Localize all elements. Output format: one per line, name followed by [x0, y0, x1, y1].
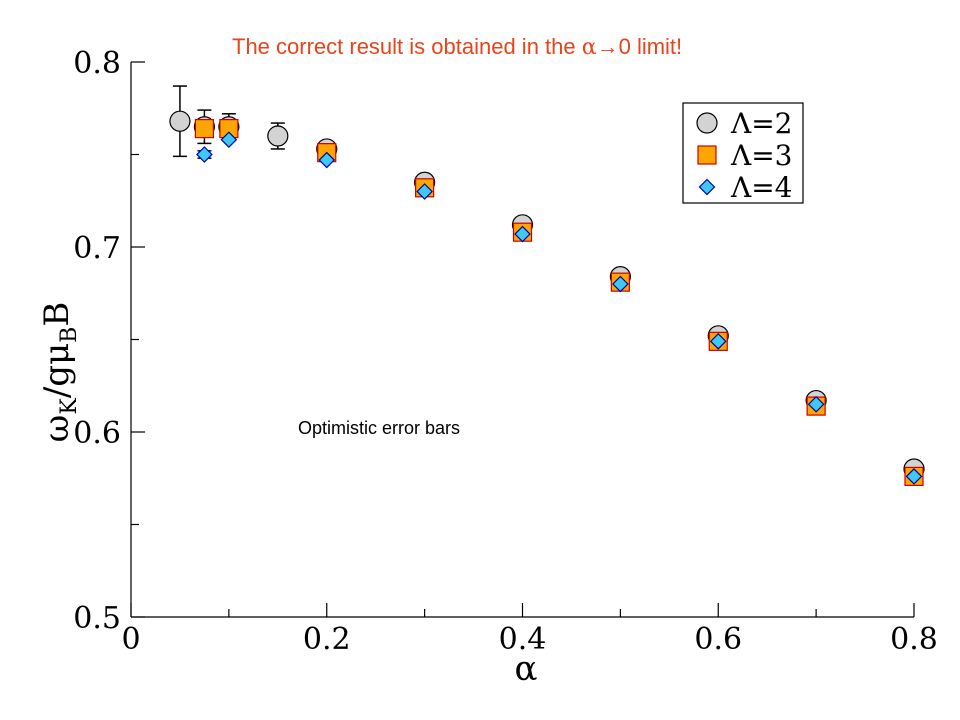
- y-tick-label: 0.6: [73, 416, 121, 451]
- x-tick-label: 0.8: [890, 622, 938, 657]
- data-point-diamond: [220, 131, 238, 149]
- svg-text:ωK/gμBB: ωK/gμBB: [37, 302, 82, 443]
- data-marks: [169, 110, 925, 486]
- legend: Λ=2Λ=3Λ=4: [682, 102, 804, 204]
- y-label-mid: /gμ: [37, 343, 77, 398]
- y-label-sub-k: K: [57, 398, 82, 415]
- banner-prefix: The correct result is obtained in the: [232, 34, 582, 59]
- y-label-sub-b: B: [57, 327, 82, 343]
- data-point-diamond: [318, 151, 336, 169]
- data-point-diamond: [709, 333, 727, 350]
- legend-entry: Λ=2: [696, 107, 793, 140]
- legend-entry: Λ=4: [698, 171, 793, 204]
- data-point-diamond: [514, 225, 531, 243]
- legend-marker-diamond: [698, 178, 716, 196]
- data-point-circle: [267, 125, 289, 147]
- x-axis-label: α: [515, 649, 538, 689]
- x-tick-label: 0.2: [303, 622, 351, 657]
- y-label-omega: ω: [37, 415, 77, 443]
- x-tick-label: 0: [121, 622, 140, 657]
- y-tick-label: 0.5: [73, 601, 121, 636]
- data-point-square: [194, 118, 215, 139]
- x-tick-label: 0.6: [694, 622, 742, 657]
- data-point-diamond: [612, 275, 629, 293]
- data-point-diamond: [905, 468, 923, 485]
- legend-label: Λ=2: [730, 107, 793, 140]
- y-tick-label: 0.8: [73, 46, 121, 81]
- x-tick-label: 0.4: [499, 622, 547, 657]
- y-label-end: B: [37, 302, 77, 327]
- data-point-circle: [169, 110, 191, 132]
- tick-labels: 0 0.2 0.4 0.6 0.8 0.5 0.6 0.7 0.8: [73, 46, 938, 657]
- data-point-diamond: [416, 183, 433, 200]
- banner-title: The correct result is obtained in the α→…: [232, 34, 872, 60]
- y-axis-label: ωK/gμBB: [37, 302, 82, 443]
- data-point-diamond: [807, 395, 825, 413]
- y-tick-label: 0.7: [73, 231, 121, 266]
- legend-label: Λ=3: [730, 139, 793, 172]
- legend-marker-circle: [696, 112, 718, 134]
- banner-suffix: →0 limit!: [596, 34, 683, 59]
- legend-marker-square: [697, 145, 717, 165]
- legend-label: Λ=4: [730, 171, 793, 204]
- data-point-diamond: [196, 146, 213, 163]
- banner-alpha: α: [581, 35, 597, 60]
- legend-entry: Λ=3: [697, 139, 793, 172]
- annotation-note: Optimistic error bars: [298, 418, 461, 438]
- axis-ticks: [130, 61, 915, 618]
